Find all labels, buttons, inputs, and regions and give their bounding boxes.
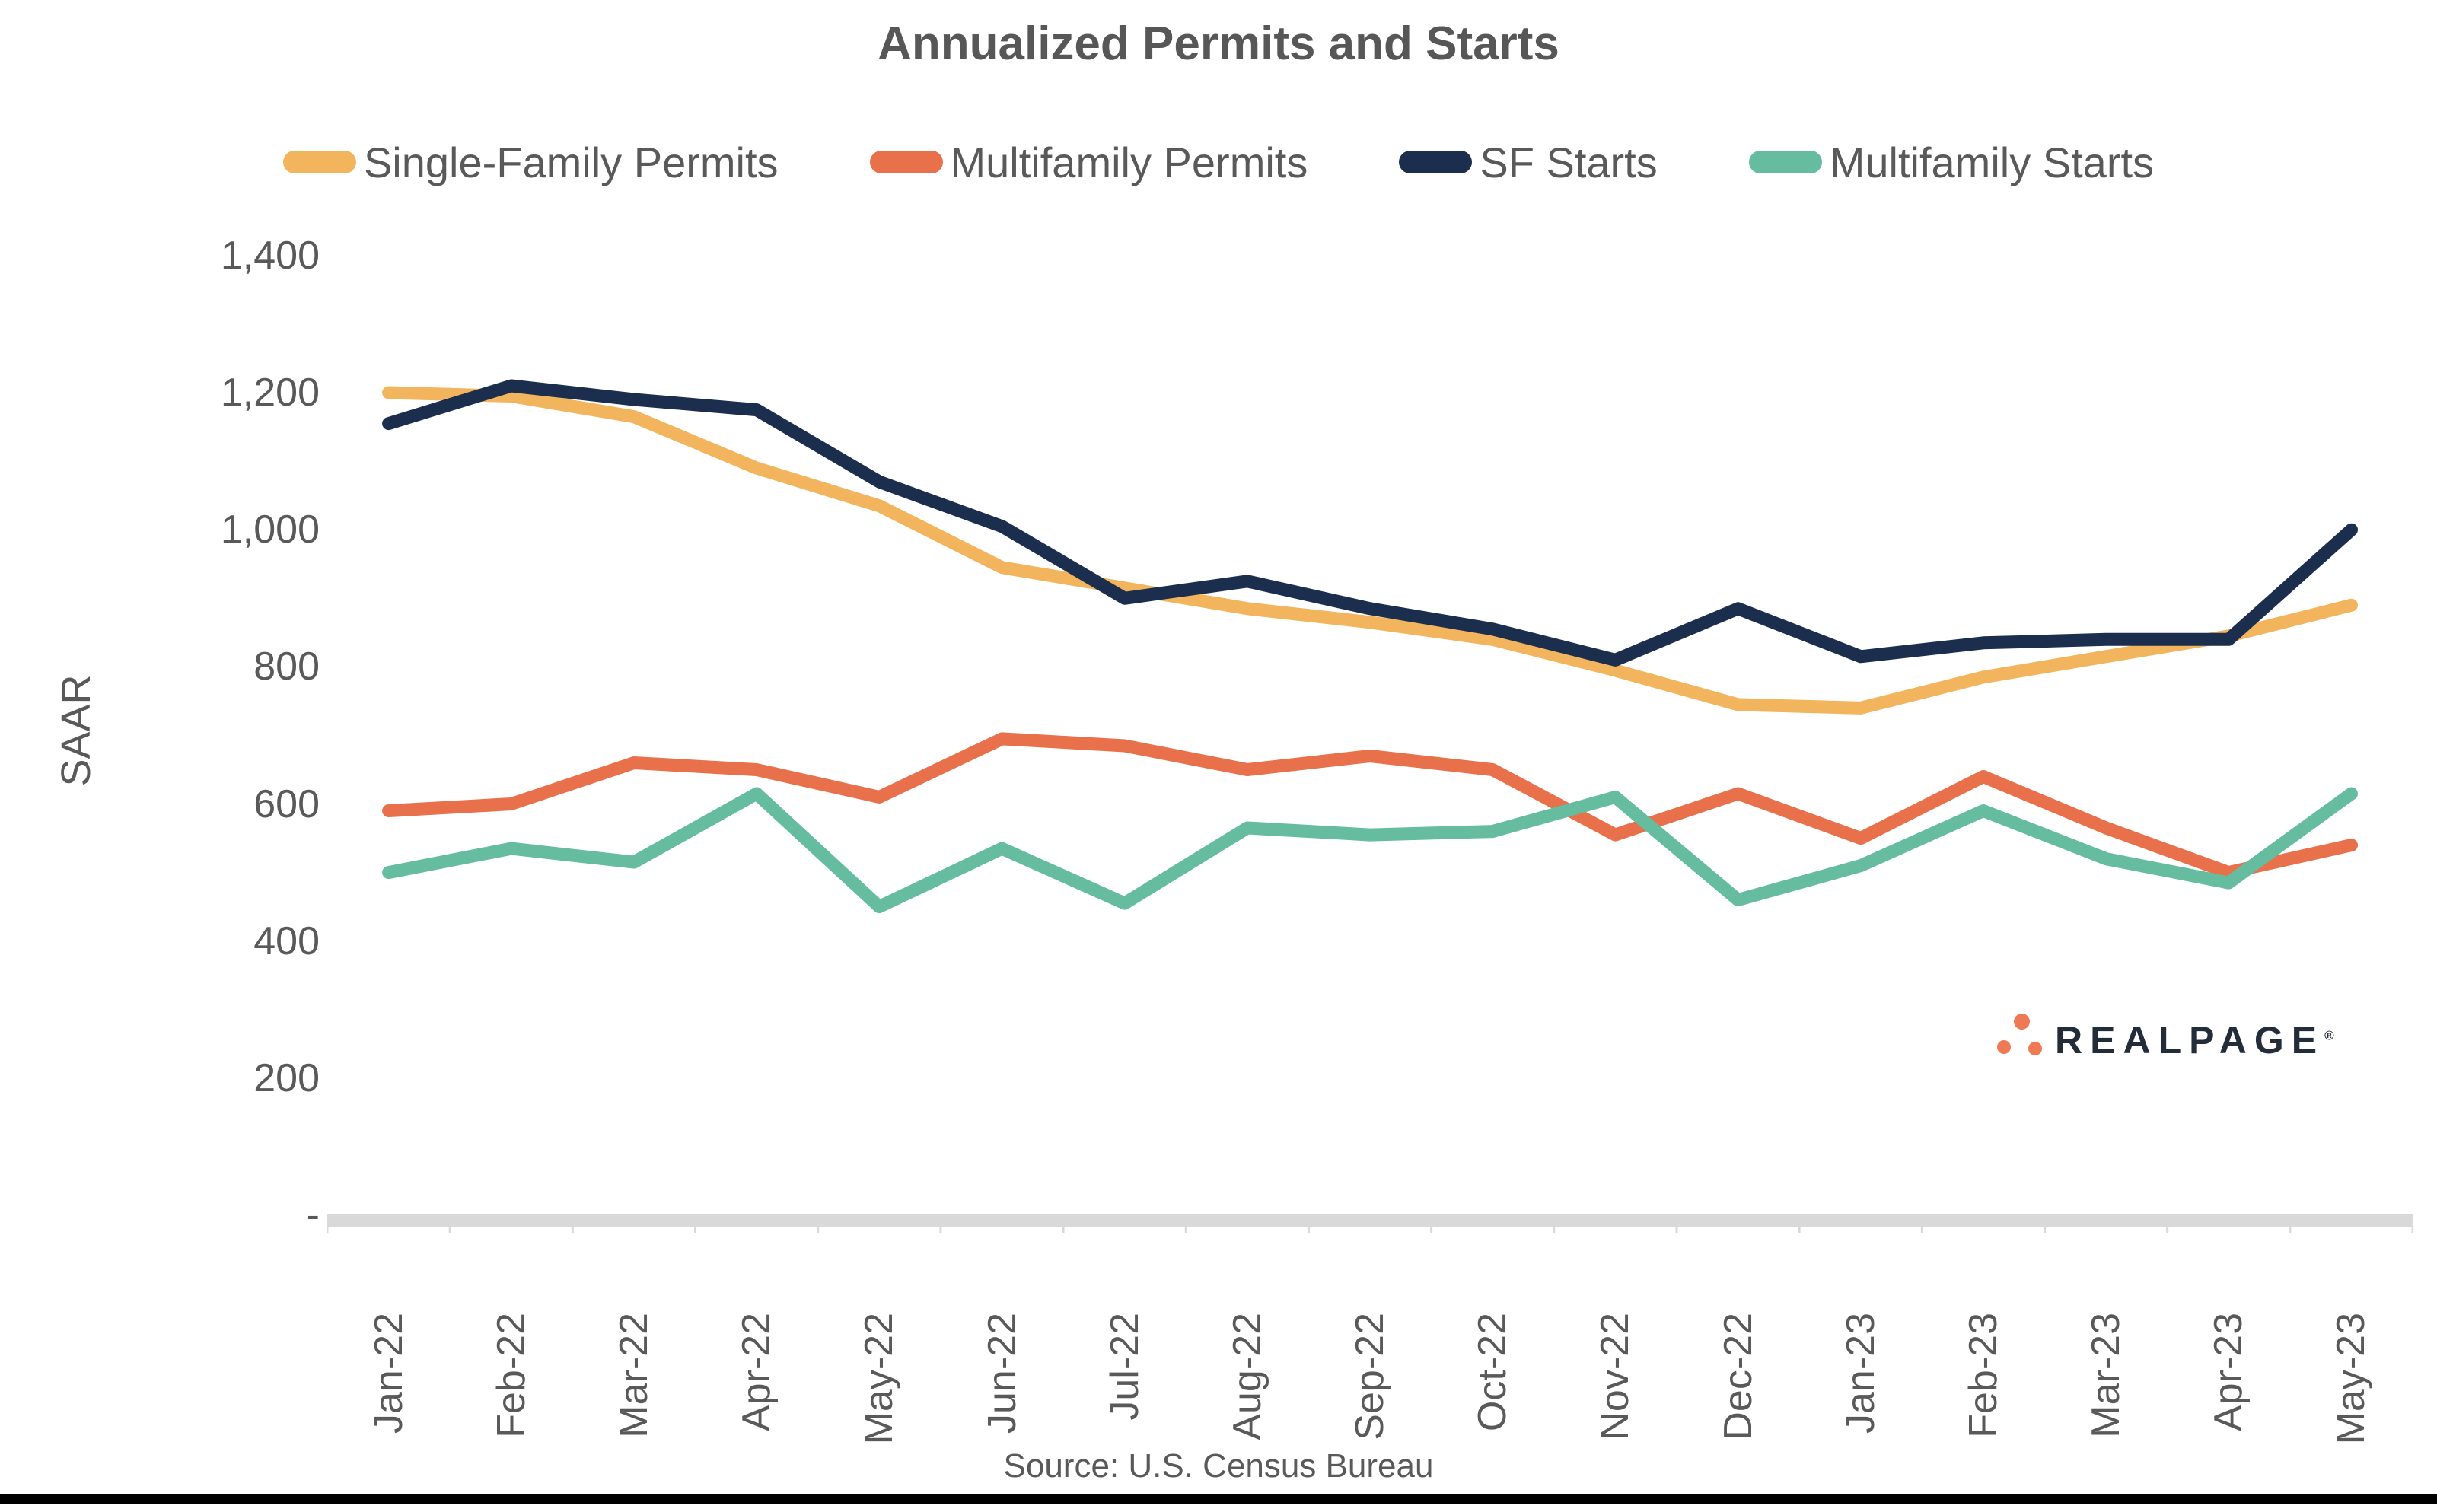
y-tick-label: 1,200 (220, 371, 320, 415)
y-tick-label: 600 (253, 781, 320, 826)
logo-dot-icon (1997, 1040, 2011, 1054)
x-axis-tick (571, 1214, 574, 1233)
legend: Single-Family Permits Multifamily Permits… (0, 128, 2437, 196)
logo-wordmark: REALPAGE® (2055, 1019, 2334, 1062)
x-axis-tick (1062, 1214, 1065, 1233)
bottom-rule (0, 1494, 2437, 1504)
x-axis-tick (1184, 1214, 1187, 1233)
y-tick-label: 800 (253, 645, 320, 689)
y-tick-label: 400 (253, 918, 320, 963)
x-axis-tick (1430, 1214, 1433, 1233)
x-axis-tick (1798, 1214, 1801, 1233)
y-tick-label: - (306, 1193, 320, 1237)
x-axis-tick (939, 1214, 942, 1233)
y-tick-label: 200 (253, 1055, 320, 1100)
series-line-multifamily-permits (382, 732, 2358, 880)
x-axis-tick (1920, 1214, 1923, 1233)
source-note: Source: U.S. Census Bureau (1003, 1447, 1434, 1485)
legend-swatch-icon (869, 151, 943, 173)
x-axis-line (327, 1214, 2413, 1227)
y-tick-label: 1,400 (220, 233, 320, 278)
legend-item: Single-Family Permits (282, 138, 779, 187)
series-line-sf-starts (382, 379, 2358, 667)
legend-item: Multifamily Starts (1748, 138, 2155, 187)
x-axis-tick (1553, 1214, 1556, 1233)
x-axis-tick (448, 1214, 451, 1233)
chart-title: Annualized Permits and Starts (878, 18, 1559, 70)
x-axis-tick (817, 1214, 820, 1233)
series-line-single-family-permits (382, 386, 2358, 715)
series-line-multifamily-starts (382, 787, 2358, 914)
x-axis-tick (327, 1214, 329, 1233)
legend-label: SF Starts (1480, 138, 1658, 186)
x-axis-tick (2044, 1214, 2047, 1233)
logo-dot-icon (2028, 1042, 2042, 1055)
legend-label: Single-Family Permits (363, 138, 779, 186)
legend-item: SF Starts (1399, 138, 1658, 187)
x-axis-tick (2166, 1214, 2169, 1233)
legend-label: Multifamily Permits (950, 138, 1308, 186)
x-axis-tick (1307, 1214, 1310, 1233)
x-axis-tick (2289, 1214, 2292, 1233)
y-tick-label: 1,000 (220, 508, 320, 552)
logo-dot-icon (2014, 1014, 2030, 1030)
plot-area (327, 379, 2413, 1233)
x-axis-tick (694, 1214, 697, 1233)
legend-item: Multifamily Permits (869, 138, 1308, 187)
legend-swatch-icon (1748, 151, 1822, 173)
x-axis-tick (2411, 1214, 2413, 1233)
x-axis-tick (1675, 1214, 1678, 1233)
legend-swatch-icon (1399, 151, 1473, 173)
legend-label: Multifamily Starts (1829, 138, 2155, 186)
realpage-logo: REALPAGE® (1986, 989, 2334, 1073)
registered-mark: ® (2324, 1028, 2334, 1043)
legend-swatch-icon (282, 151, 356, 173)
